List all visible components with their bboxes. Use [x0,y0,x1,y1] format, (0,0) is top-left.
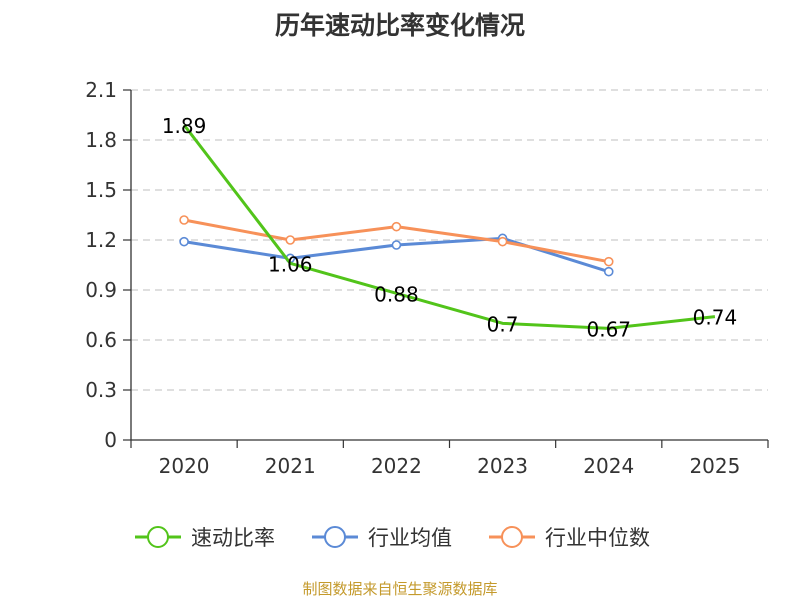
legend-label: 速动比率 [191,526,275,550]
source-note: 制图数据来自恒生聚源数据库 [302,580,498,598]
x-tick-label: 2024 [583,454,634,478]
y-tick-label: 1.5 [85,178,117,202]
legend[interactable]: 速动比率 行业均值 行业中位数 [135,526,650,550]
series-point [603,256,614,267]
y-tick-label: 0 [104,428,117,452]
data-label: 0.74 [693,306,738,330]
series-point [391,240,402,250]
series-point [603,266,614,277]
data-labels: 1.89 1.06 0.88 0.7 0.67 0.74 [162,114,737,341]
series-lines [179,124,716,330]
series-point [497,236,508,247]
legend-item-1[interactable]: 行业均值 [312,526,452,550]
y-tick-label: 0.3 [85,378,117,402]
series-point [285,235,296,245]
x-tick-label: 2020 [159,454,210,478]
data-label: 1.06 [268,252,313,276]
y-tick-label: 1.2 [85,228,117,252]
legend-item-0[interactable]: 速动比率 [135,526,275,550]
data-label: 0.88 [374,282,419,306]
x-tick-label: 2022 [371,454,422,478]
y-tick-label: 2.1 [85,78,117,102]
legend-marker-icon [324,526,346,548]
x-tick-label: 2023 [477,454,528,478]
series-point [391,221,402,232]
data-label: 0.67 [586,317,631,341]
series-line-0 [182,124,716,330]
x-tick-label: 2021 [265,454,316,478]
gridlines [131,89,768,391]
series-point [179,215,189,225]
x-tick-label: 2025 [689,454,740,478]
chart-title: 历年速动比率变化情况 [274,11,525,40]
legend-marker-icon [147,526,169,548]
y-tick-label: 0.9 [85,278,117,302]
legend-label: 行业均值 [368,526,452,550]
legend-marker-icon [501,526,523,548]
series-point [179,236,189,247]
legend-item-2[interactable]: 行业中位数 [489,526,650,550]
y-tick-label: 0.6 [85,328,117,352]
legend-label: 行业中位数 [545,526,650,550]
axes: 0 0.3 0.6 0.9 1.2 1.5 1.8 2.1 2020 2021 2022 2023 20… [85,78,769,478]
y-tick-label: 1.8 [85,128,117,152]
data-label: 0.7 [487,312,519,336]
data-label: 1.89 [162,114,207,138]
